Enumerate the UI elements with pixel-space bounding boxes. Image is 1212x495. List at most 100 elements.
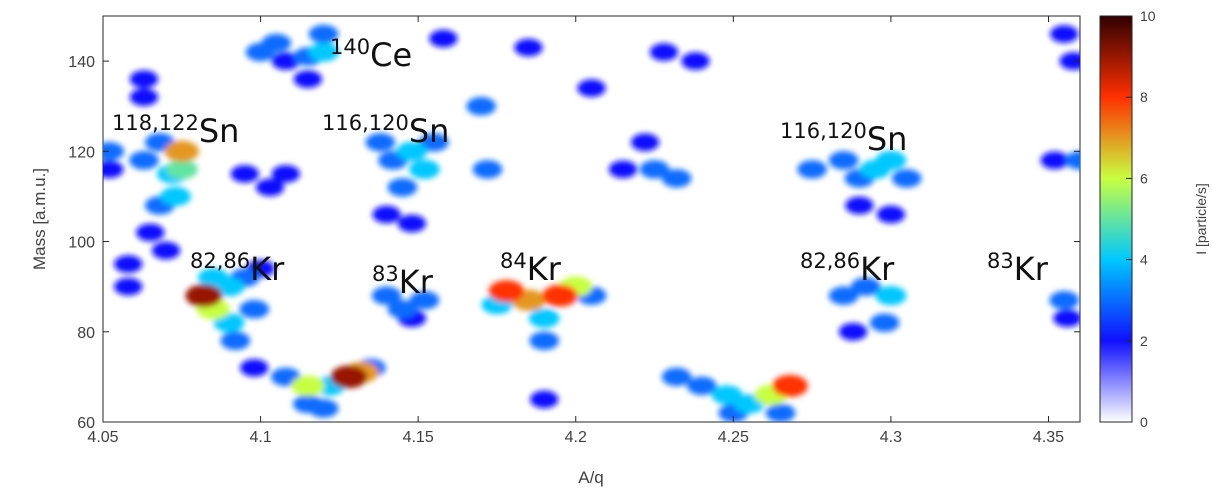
heat-cell bbox=[261, 33, 292, 53]
heat-cell bbox=[876, 205, 906, 224]
heat-cell bbox=[409, 159, 440, 179]
heat-cell bbox=[1053, 309, 1080, 328]
heat-cell bbox=[271, 165, 300, 183]
heat-cell bbox=[185, 284, 223, 308]
annotation: 116,120Sn bbox=[780, 119, 907, 158]
heat-cell bbox=[255, 178, 285, 197]
heat-cell bbox=[293, 70, 323, 88]
heat-cell bbox=[681, 52, 710, 70]
heat-cell bbox=[114, 255, 143, 273]
heat-cell bbox=[528, 308, 560, 328]
annotation-text: Kr bbox=[860, 250, 895, 288]
heat-cell bbox=[639, 160, 670, 179]
heat-cell bbox=[765, 403, 796, 422]
annotation-superscript: 83 bbox=[372, 262, 399, 286]
heat-cell bbox=[239, 300, 270, 319]
heat-cell bbox=[850, 277, 881, 296]
heat-cell bbox=[828, 286, 859, 305]
y-tick-label: 120 bbox=[68, 144, 95, 161]
annotation-superscript: 118,122 bbox=[112, 111, 199, 135]
heat-cell bbox=[1065, 151, 1080, 170]
heat-cell bbox=[151, 241, 181, 260]
annotation: 84Kr bbox=[500, 249, 562, 288]
heat-cell bbox=[542, 284, 578, 307]
x-tick-label: 4.3 bbox=[880, 429, 902, 446]
heatmap bbox=[103, 24, 1080, 422]
heat-cell bbox=[387, 178, 418, 197]
x-axis-title: A/q bbox=[578, 468, 604, 487]
annotation-text: Sn bbox=[409, 112, 450, 150]
annotation-text: Sn bbox=[867, 120, 908, 158]
heat-cell bbox=[1040, 151, 1069, 170]
heat-cell bbox=[165, 159, 198, 180]
heat-cell bbox=[114, 277, 143, 296]
heat-cell bbox=[103, 160, 124, 179]
heat-cell bbox=[711, 385, 743, 405]
x-tick-label: 4.25 bbox=[718, 429, 749, 446]
heat-cell bbox=[530, 390, 559, 409]
colorbar-tick-label: 8 bbox=[1140, 89, 1148, 105]
heat-cell bbox=[409, 291, 440, 310]
heat-cell bbox=[396, 141, 428, 161]
heat-cell bbox=[136, 223, 165, 242]
x-tick-label: 4.1 bbox=[249, 429, 271, 446]
annotation-superscript: 82,86 bbox=[190, 249, 250, 273]
heat-cell bbox=[772, 374, 808, 397]
heat-cell bbox=[160, 186, 191, 206]
annotation: 140Ce bbox=[330, 35, 412, 74]
heat-cell bbox=[1059, 52, 1080, 70]
y-tick-label: 100 bbox=[68, 235, 95, 252]
annotation-text: Kr bbox=[399, 263, 434, 301]
colorbar-tick-label: 10 bbox=[1140, 8, 1156, 24]
heat-cell bbox=[649, 43, 679, 61]
heat-cell bbox=[308, 24, 339, 44]
annotation-superscript: 116,120 bbox=[322, 111, 409, 135]
heat-cell bbox=[291, 375, 325, 397]
heat-cell bbox=[271, 52, 300, 70]
heat-cell bbox=[472, 160, 503, 179]
annotation: 118,122Sn bbox=[112, 111, 239, 150]
x-tick-label: 4.2 bbox=[565, 429, 587, 446]
heat-cell bbox=[466, 97, 496, 116]
heat-cell bbox=[387, 300, 418, 319]
annotation-text: Ce bbox=[370, 36, 412, 74]
annotation-superscript: 84 bbox=[500, 249, 527, 273]
annotation-text: Sn bbox=[199, 112, 240, 150]
colorbar-tick-label: 2 bbox=[1140, 333, 1148, 349]
x-tick-label: 4.35 bbox=[1033, 429, 1064, 446]
heat-cell bbox=[1050, 25, 1079, 43]
heat-cell bbox=[419, 133, 449, 152]
heat-cell bbox=[429, 29, 458, 48]
annotation: 83Kr bbox=[372, 262, 434, 301]
annotation: 83Kr bbox=[987, 249, 1049, 288]
annotation-superscript: 82,86 bbox=[800, 249, 860, 273]
heat-cell bbox=[129, 70, 159, 88]
y-tick-label: 80 bbox=[77, 325, 95, 342]
heat-cell bbox=[164, 140, 199, 162]
heat-cell bbox=[875, 150, 907, 170]
heat-cell bbox=[129, 151, 159, 170]
heat-cell bbox=[220, 331, 251, 350]
x-tick-label: 4.15 bbox=[403, 429, 434, 446]
heat-cell bbox=[514, 38, 543, 57]
heat-cell bbox=[372, 205, 401, 224]
heat-cell bbox=[875, 286, 907, 306]
annotation-text: Kr bbox=[1014, 250, 1049, 288]
heat-cell bbox=[608, 160, 638, 179]
heat-cell bbox=[1049, 291, 1080, 310]
heat-cell bbox=[103, 142, 125, 161]
annotation-superscript: 83 bbox=[987, 249, 1014, 273]
x-tick-label: 4.05 bbox=[87, 429, 118, 446]
annotation: 116,120Sn bbox=[322, 111, 449, 150]
y-axis-title: Mass [a.m.u.] bbox=[30, 168, 49, 270]
annotation: 82,86Kr bbox=[190, 249, 285, 288]
heat-cell bbox=[129, 88, 159, 107]
heat-cell bbox=[797, 160, 827, 179]
heat-cell bbox=[661, 169, 692, 188]
heat-cell bbox=[845, 196, 874, 215]
heat-cell bbox=[891, 169, 922, 188]
heat-cell bbox=[240, 359, 269, 377]
heat-cell bbox=[330, 365, 368, 389]
heat-cell bbox=[397, 214, 427, 233]
